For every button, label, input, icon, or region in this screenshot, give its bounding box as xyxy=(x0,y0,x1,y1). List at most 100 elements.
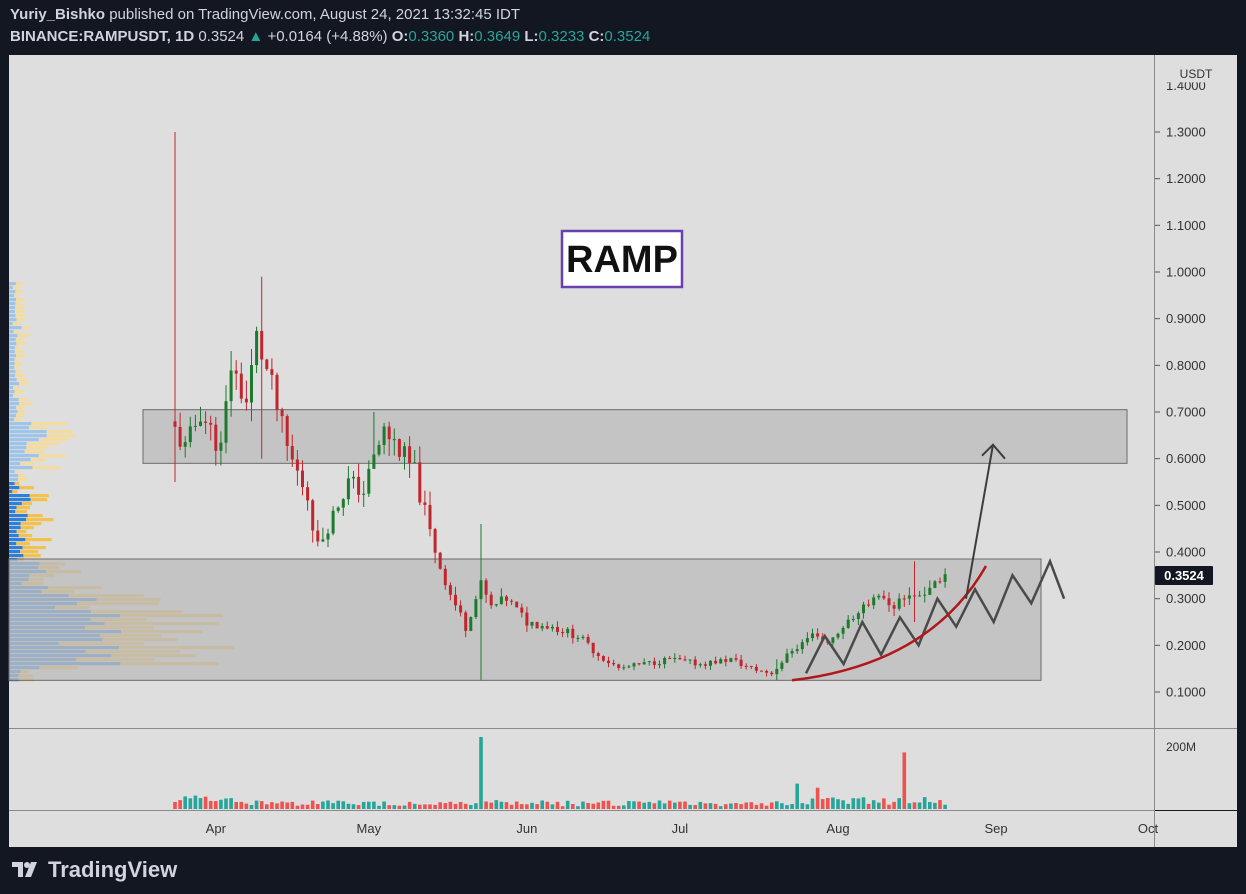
candle-body[interactable] xyxy=(494,604,498,606)
volume-bar[interactable] xyxy=(198,798,203,809)
candle-body[interactable] xyxy=(372,454,376,469)
candle-body[interactable] xyxy=(576,638,580,639)
volume-bar[interactable] xyxy=(938,800,942,809)
volume-bar[interactable] xyxy=(861,797,866,809)
volume-bar[interactable] xyxy=(275,803,279,809)
candle-body[interactable] xyxy=(199,421,202,426)
candle-body[interactable] xyxy=(739,659,743,666)
volume-bar[interactable] xyxy=(208,800,213,809)
volume-bar[interactable] xyxy=(555,801,560,809)
candle-body[interactable] xyxy=(239,373,243,399)
volume-bar[interactable] xyxy=(499,801,504,809)
volume-bar[interactable] xyxy=(871,800,876,809)
volume-bar[interactable] xyxy=(443,803,448,809)
volume-bar[interactable] xyxy=(377,805,381,809)
volume-bar[interactable] xyxy=(484,801,488,810)
candle-body[interactable] xyxy=(856,613,860,619)
volume-bar[interactable] xyxy=(178,800,182,809)
resistance-zone[interactable] xyxy=(142,409,1128,464)
volume-bar[interactable] xyxy=(382,801,386,810)
volume-bar[interactable] xyxy=(530,802,534,809)
candle-body[interactable] xyxy=(234,370,238,374)
candle-body[interactable] xyxy=(204,421,208,423)
candle-body[interactable] xyxy=(520,607,524,613)
volume-bar[interactable] xyxy=(234,802,238,809)
symbol-label[interactable]: BINANCE:RAMPUSDT, 1D xyxy=(10,28,195,45)
volume-bar[interactable] xyxy=(764,805,769,809)
candle-body[interactable] xyxy=(892,605,896,609)
candle-body[interactable] xyxy=(255,330,259,366)
candle-body[interactable] xyxy=(188,426,192,443)
candle-body[interactable] xyxy=(617,664,621,668)
volume-bar[interactable] xyxy=(550,804,555,809)
candle-body[interactable] xyxy=(352,476,355,479)
candle-body[interactable] xyxy=(846,619,850,628)
volume-bar[interactable] xyxy=(265,804,269,809)
volume-bar[interactable] xyxy=(912,802,917,809)
volume-bar[interactable] xyxy=(203,796,208,809)
volume-bar[interactable] xyxy=(356,805,361,809)
volume-bar[interactable] xyxy=(846,803,850,809)
candle-body[interactable] xyxy=(882,595,886,599)
volume-bar[interactable] xyxy=(412,803,417,809)
candle-body[interactable] xyxy=(474,599,478,618)
volume-bar[interactable] xyxy=(892,801,896,809)
volume-bar[interactable] xyxy=(897,798,901,809)
candle-body[interactable] xyxy=(663,658,667,665)
volume-bar[interactable] xyxy=(346,803,351,809)
candle-body[interactable] xyxy=(392,439,396,441)
volume-bar[interactable] xyxy=(820,799,825,809)
candle-body[interactable] xyxy=(219,442,223,451)
volume-bar[interactable] xyxy=(341,801,346,809)
volume-bar[interactable] xyxy=(928,802,932,809)
volume-bar[interactable] xyxy=(581,801,585,809)
volume-bar[interactable] xyxy=(739,804,743,809)
candle-body[interactable] xyxy=(448,585,452,595)
candle-body[interactable] xyxy=(933,581,937,588)
volume-bar[interactable] xyxy=(698,801,703,809)
candle-body[interactable] xyxy=(571,628,575,639)
candle-body[interactable] xyxy=(698,664,702,666)
candle-body[interactable] xyxy=(229,370,233,402)
volume-bar[interactable] xyxy=(902,752,907,809)
candle-body[interactable] xyxy=(173,421,177,427)
volume-bar[interactable] xyxy=(601,800,606,809)
candle-body[interactable] xyxy=(418,462,422,503)
candle-body[interactable] xyxy=(923,594,927,596)
candle-body[interactable] xyxy=(561,632,565,634)
volume-bar[interactable] xyxy=(397,805,402,809)
candle-body[interactable] xyxy=(341,499,345,508)
volume-bar[interactable] xyxy=(229,798,233,809)
volume-bar[interactable] xyxy=(769,802,774,810)
candle-body[interactable] xyxy=(336,507,340,511)
volume-bar[interactable] xyxy=(469,805,473,809)
volume-bar[interactable] xyxy=(305,804,310,809)
candle-body[interactable] xyxy=(816,633,820,637)
candle-body[interactable] xyxy=(433,529,437,553)
candle-body[interactable] xyxy=(454,594,457,606)
candle-body[interactable] xyxy=(556,626,559,633)
volume-bar[interactable] xyxy=(815,787,820,809)
volume-bar[interactable] xyxy=(591,803,595,809)
volume-bar[interactable] xyxy=(367,801,371,809)
volume-bar[interactable] xyxy=(632,801,636,809)
volume-bar[interactable] xyxy=(627,801,631,809)
volume-bar[interactable] xyxy=(754,804,759,809)
volume-bar[interactable] xyxy=(520,804,524,809)
volume-bar[interactable] xyxy=(331,803,335,809)
candle-body[interactable] xyxy=(540,626,544,629)
volume-bar[interactable] xyxy=(851,798,856,809)
volume-bar[interactable] xyxy=(326,800,330,810)
candle-body[interactable] xyxy=(499,596,503,605)
candle-body[interactable] xyxy=(290,446,294,460)
candle-body[interactable] xyxy=(754,666,758,671)
candle-body[interactable] xyxy=(714,660,718,664)
volume-bar[interactable] xyxy=(805,804,810,809)
volume-bar[interactable] xyxy=(744,802,748,810)
volume-bar[interactable] xyxy=(683,801,687,810)
volume-bar[interactable] xyxy=(504,802,509,809)
candle-body[interactable] xyxy=(214,424,218,451)
volume-bar[interactable] xyxy=(708,803,713,809)
volume-bar[interactable] xyxy=(254,800,259,809)
volume-bar[interactable] xyxy=(351,804,356,809)
